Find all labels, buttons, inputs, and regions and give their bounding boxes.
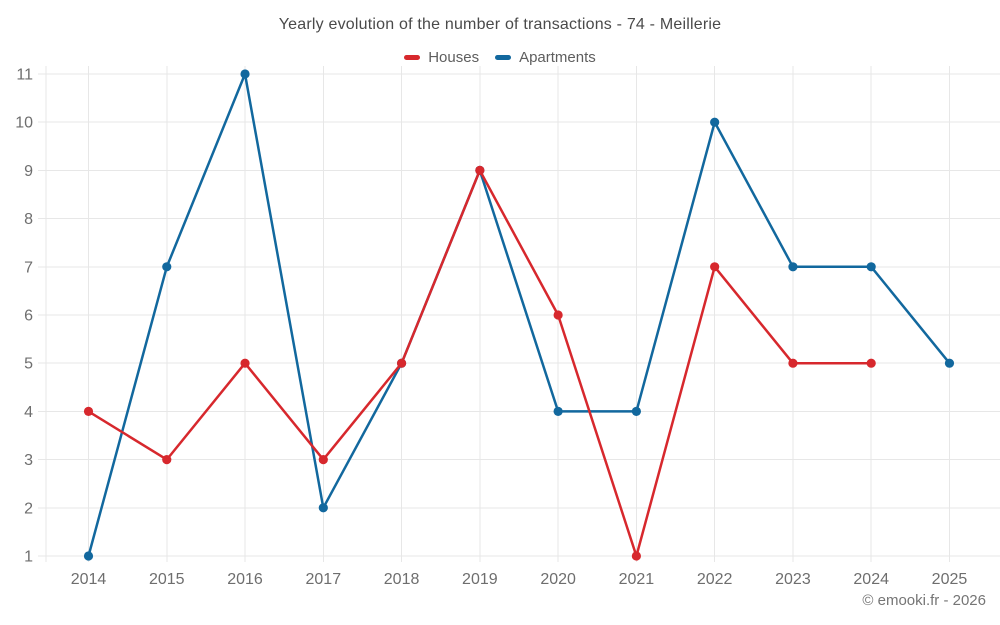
legend-label-apartments: Apartments bbox=[519, 48, 596, 66]
apartments-series-swatch-icon bbox=[495, 54, 512, 60]
houses-data-point[interactable] bbox=[710, 262, 720, 272]
houses-data-point[interactable] bbox=[83, 406, 94, 416]
apartments-data-point[interactable] bbox=[240, 69, 250, 79]
houses-series-swatch-icon bbox=[404, 54, 421, 60]
x-axis-tick-label: 2016 bbox=[227, 571, 263, 588]
apartments-data-point[interactable] bbox=[866, 262, 876, 272]
x-axis-tick-label: 2021 bbox=[619, 571, 655, 588]
y-axis-tick-label: 9 bbox=[24, 163, 33, 180]
x-axis-tick-label: 2017 bbox=[306, 571, 342, 588]
houses-data-point[interactable] bbox=[866, 358, 876, 368]
x-axis-tick-label: 2024 bbox=[853, 571, 889, 588]
apartments-data-point[interactable] bbox=[162, 262, 172, 272]
y-axis-tick-label: 6 bbox=[24, 308, 33, 325]
legend-label-houses: Houses bbox=[428, 48, 480, 66]
houses-data-point[interactable] bbox=[318, 455, 328, 465]
apartments-data-point[interactable] bbox=[710, 117, 720, 127]
legend-item-houses[interactable]: Houses bbox=[404, 49, 479, 66]
chart-legend: Houses Apartments bbox=[0, 47, 1000, 67]
x-axis-tick-label: 2020 bbox=[540, 571, 576, 588]
houses-data-point[interactable] bbox=[240, 358, 250, 368]
y-axis-tick-label: 2 bbox=[24, 500, 33, 517]
x-axis-tick-label: 2018 bbox=[384, 571, 420, 588]
y-axis-tick-label: 4 bbox=[24, 404, 33, 421]
houses-data-point[interactable] bbox=[162, 455, 172, 465]
apartments-series-line bbox=[87, 72, 951, 558]
copyright-text: © emooki.fr - 2026 bbox=[862, 592, 986, 609]
x-axis-tick-label: 2025 bbox=[932, 571, 968, 588]
houses-data-point[interactable] bbox=[788, 358, 798, 368]
apartments-data-point[interactable] bbox=[631, 406, 641, 416]
apartments-data-point[interactable] bbox=[553, 406, 563, 416]
x-axis-tick-label: 2023 bbox=[775, 571, 811, 588]
apartments-data-point[interactable] bbox=[788, 262, 798, 272]
y-axis-tick-label: 7 bbox=[24, 259, 33, 276]
y-axis-tick-label: 11 bbox=[16, 67, 33, 84]
y-axis-tick-label: 8 bbox=[24, 211, 33, 228]
houses-data-point[interactable] bbox=[396, 358, 407, 368]
houses-data-point[interactable] bbox=[475, 165, 485, 175]
x-axis-tick-label: 2015 bbox=[149, 571, 185, 588]
apartments-data-point[interactable] bbox=[318, 503, 328, 513]
x-axis-tick-label: 2019 bbox=[462, 571, 498, 588]
y-axis-tick-label: 5 bbox=[24, 356, 33, 373]
houses-data-point[interactable] bbox=[631, 551, 641, 561]
chart-title: Yearly evolution of the number of transa… bbox=[278, 16, 722, 33]
x-axis-tick-label: 2014 bbox=[71, 571, 107, 588]
y-axis-tick-label: 3 bbox=[24, 452, 33, 469]
y-axis-tick-label: 10 bbox=[15, 115, 33, 132]
x-axis-tick-label: 2022 bbox=[697, 571, 733, 588]
apartments-data-point[interactable] bbox=[944, 358, 955, 368]
apartments-data-point[interactable] bbox=[83, 551, 94, 561]
y-axis-tick-label: 1 bbox=[24, 549, 33, 566]
legend-item-apartments[interactable]: Apartments bbox=[495, 49, 596, 66]
houses-data-point[interactable] bbox=[553, 310, 563, 320]
